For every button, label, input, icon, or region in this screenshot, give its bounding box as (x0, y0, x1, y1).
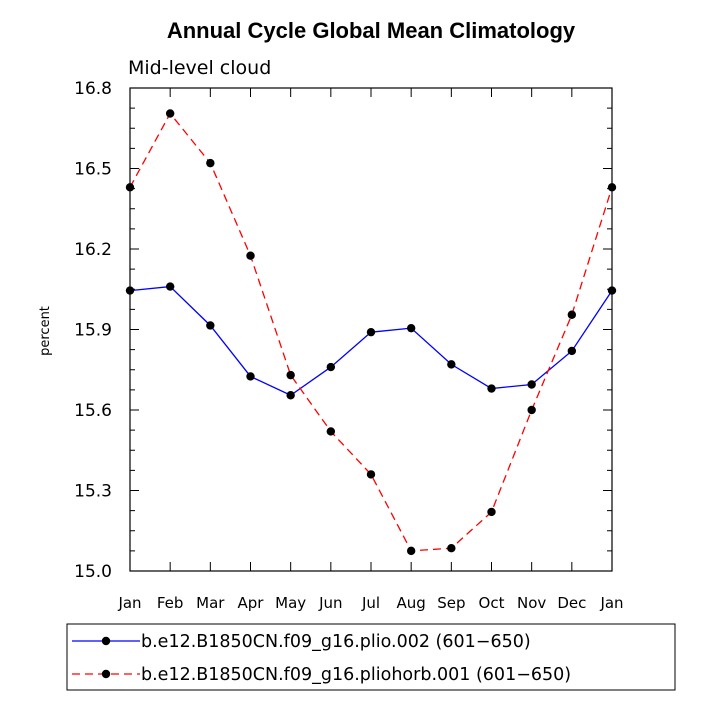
legend-marker (101, 636, 111, 646)
y-tick-label: 15.3 (74, 482, 112, 502)
x-tick-label: May (275, 594, 306, 612)
data-point (206, 158, 215, 168)
legend-box (66, 623, 676, 691)
data-point (286, 370, 295, 380)
legend-label: b.e12.B1850CN.f09_g16.plio.002 (601−650) (141, 632, 531, 652)
data-point (527, 380, 536, 389)
y-tick-label: 16.8 (74, 79, 112, 99)
data-point (125, 286, 135, 295)
x-tick-label: Sep (437, 594, 465, 612)
legend: b.e12.B1850CN.f09_g16.plio.002 (601−650)… (72, 632, 571, 685)
chart-subtitle: Mid-level cloud (128, 57, 271, 79)
data-point (447, 543, 456, 553)
data-point (246, 372, 255, 381)
legend-marker (101, 669, 111, 679)
y-axis-label: percent (38, 306, 53, 356)
data-point (125, 183, 135, 192)
x-tick-label: Dec (557, 594, 586, 612)
x-tick-label: Jan (599, 594, 623, 612)
x-tick-label: Aug (397, 594, 426, 612)
data-point (206, 321, 215, 330)
legend-label: b.e12.B1850CN.f09_g16.pliohorb.001 (601−… (141, 665, 571, 685)
data-point (246, 251, 255, 260)
data-point (527, 405, 536, 415)
series-line (129, 285, 613, 396)
data-point (567, 310, 577, 319)
y-tick-label: 16.5 (74, 160, 112, 180)
data-point (406, 546, 416, 556)
y-tick-label: 16.2 (74, 240, 112, 260)
data-point (366, 327, 376, 337)
data-point (165, 282, 175, 291)
data-point (286, 391, 295, 400)
data-point (487, 507, 496, 517)
data-point (607, 183, 617, 192)
data-point (165, 109, 175, 118)
x-tick-label: Jan (117, 594, 141, 612)
data-point (487, 384, 496, 393)
x-tick-label: Mar (196, 594, 225, 612)
data-point (366, 470, 376, 479)
x-tick-label: Oct (479, 594, 505, 612)
x-tick-label: Jul (361, 594, 380, 612)
data-point (447, 360, 456, 369)
x-tick-label: Feb (157, 594, 184, 612)
series-points (125, 109, 617, 556)
y-tick-label: 15.0 (74, 562, 112, 582)
y-tick-label: 15.6 (74, 401, 112, 421)
data-point (607, 286, 617, 295)
x-tick-label: Jun (318, 594, 342, 612)
axis-ticks: Jan Feb Mar Apr May Jun Jul Aug Sep Oct Nov Dec Jan 1… (74, 79, 623, 612)
data-point (567, 346, 577, 356)
data-point (326, 362, 336, 372)
chart-title: Annual Cycle Global Mean Climatology (167, 18, 576, 43)
data-point (326, 427, 336, 436)
y-tick-label: 15.9 (74, 321, 112, 341)
x-tick-label: Nov (517, 594, 546, 612)
x-tick-label: Apr (238, 594, 265, 612)
data-point (406, 323, 416, 333)
